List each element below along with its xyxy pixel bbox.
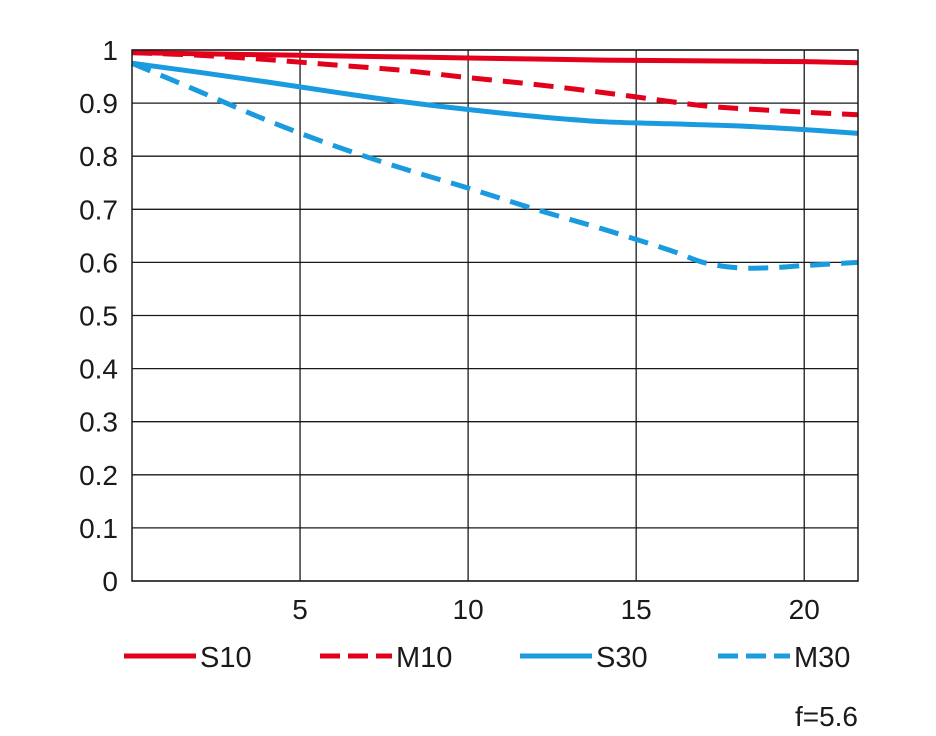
y-tick-label: 0.8 xyxy=(79,141,118,172)
x-axis-tick-labels: 5 10 15 20 xyxy=(292,594,820,625)
legend-label-m30: M30 xyxy=(794,642,850,674)
aperture-annotation: f=5.6 xyxy=(795,701,858,732)
y-tick-label: 0.4 xyxy=(79,354,118,385)
series-line-m10 xyxy=(131,50,859,118)
grid xyxy=(132,49,858,582)
y-tick-label: 0.2 xyxy=(79,460,118,491)
x-tick-label: 10 xyxy=(453,594,484,625)
plot-frame xyxy=(131,49,859,582)
x-tick-label: 20 xyxy=(789,594,820,625)
y-tick-label: 0.3 xyxy=(79,407,118,438)
y-tick-label: 0.1 xyxy=(79,513,118,544)
series-line-s30 xyxy=(131,60,859,136)
x-tick-label: 15 xyxy=(621,594,652,625)
y-tick-label: 1 xyxy=(102,35,118,66)
series-lines xyxy=(131,50,859,271)
series-line-m30 xyxy=(131,60,859,271)
series-line-s10 xyxy=(131,50,859,66)
y-tick-label: 0 xyxy=(102,566,118,597)
legend-label-s10: S10 xyxy=(200,642,252,674)
legend-label-s30: S30 xyxy=(596,642,648,674)
y-tick-label: 0.7 xyxy=(79,194,118,225)
legend-label-m10: M10 xyxy=(396,642,452,674)
y-tick-label: 0.6 xyxy=(79,247,118,278)
y-tick-label: 0.5 xyxy=(79,301,118,332)
x-tick-label: 5 xyxy=(292,594,308,625)
y-tick-label: 0.9 xyxy=(79,88,118,119)
legend: S10 M10 S30 M30 xyxy=(124,642,850,674)
y-axis-tick-labels: 0 0.1 0.2 0.3 0.4 0.5 0.6 0.7 0.8 0.9 1 xyxy=(79,35,118,597)
